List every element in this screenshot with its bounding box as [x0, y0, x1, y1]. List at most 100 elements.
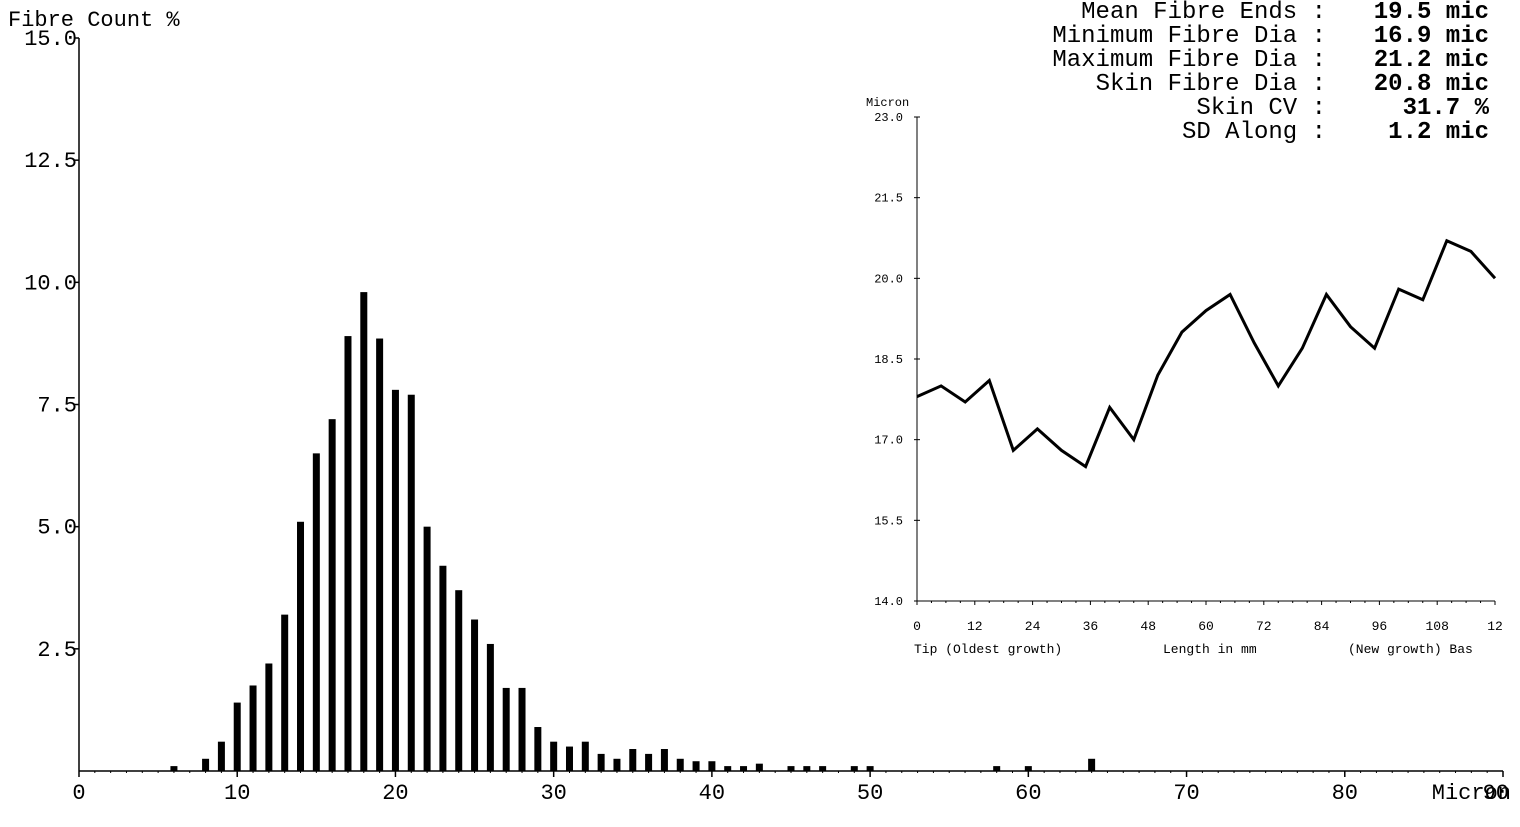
histogram-bar — [581, 741, 589, 771]
histogram-bar — [645, 753, 653, 771]
inset-y-label: Micron — [866, 96, 909, 110]
histogram-x-tick-label: 30 — [540, 781, 566, 806]
histogram-bar — [265, 663, 273, 771]
histogram-bar — [565, 746, 573, 771]
stat-label: Maximum Fibre Dia : — [1052, 47, 1326, 74]
histogram-y-tick-label: 15.0 — [24, 27, 77, 52]
stat-label: Skin Fibre Dia : — [1096, 71, 1326, 98]
histogram-y-ticks: 15.0 12.5 10.0 7.5 5.0 2.5 — [24, 27, 79, 663]
histogram-bar — [297, 521, 305, 771]
histogram-bar — [518, 687, 526, 771]
histogram-x-tick-label: 20 — [382, 781, 408, 806]
histogram-x-tick-label: 60 — [1015, 781, 1041, 806]
histogram-y-tick-label: 7.5 — [37, 394, 77, 419]
inset-x-label-left: Tip (Oldest growth) — [914, 642, 1062, 657]
inset-y-tick-label: 20.0 — [874, 272, 903, 286]
inset-y-tick-label: 21.5 — [874, 192, 903, 206]
histogram-bar — [344, 336, 352, 771]
stat-value: 20.8 mic — [1374, 71, 1489, 98]
inset-y-tick-label: 15.5 — [874, 514, 903, 528]
inset-series-line — [916, 238, 1497, 469]
histogram-x-tick-label: 70 — [1173, 781, 1199, 806]
histogram-bar — [613, 758, 621, 771]
histogram-bar — [629, 749, 637, 771]
histogram-y-tick-label: 5.0 — [37, 516, 77, 541]
inset-x-label-right: (New growth) Bas — [1348, 642, 1473, 657]
histogram-bar — [312, 453, 320, 771]
inset-x-tick-label: 36 — [1083, 619, 1099, 634]
inset-x-tick-label: 72 — [1256, 619, 1272, 634]
stat-value: 16.9 mic — [1374, 23, 1489, 50]
histogram-y-label: Fibre Count % — [8, 8, 180, 33]
histogram-bars — [170, 292, 1096, 771]
inset-y-tick-label: 14.0 — [874, 595, 903, 609]
stat-label: Minimum Fibre Dia : — [1052, 23, 1326, 50]
histogram-bar — [249, 685, 257, 771]
stat-label: Skin CV : — [1196, 95, 1326, 122]
histogram-bar — [660, 749, 668, 771]
histogram-bar — [740, 766, 748, 771]
inset-y-tick-label: 23.0 — [874, 111, 903, 125]
histogram-bar — [755, 763, 763, 771]
histogram-bar — [993, 766, 1001, 771]
inset-background — [862, 92, 1510, 662]
histogram-x-tick-label: 0 — [72, 781, 85, 806]
histogram-bar — [407, 394, 415, 771]
stat-label: Mean Fibre Ends : — [1081, 0, 1326, 26]
histogram-bar — [866, 766, 874, 771]
histogram-bar — [486, 643, 494, 771]
inset-x-tick-label: 108 — [1425, 619, 1448, 634]
inset-x-label: Length in mm — [1163, 642, 1257, 657]
inset-x-tick-label: 12 — [967, 619, 983, 634]
histogram-bar — [803, 766, 811, 771]
stat-value: 1.2 mic — [1388, 119, 1489, 146]
histogram-bar — [423, 526, 431, 771]
histogram-bar — [202, 758, 210, 771]
stat-value: 19.5 mic — [1374, 0, 1489, 26]
histogram-y-tick-label: 2.5 — [37, 638, 77, 663]
stats-panel: Mean Fibre Ends : 19.5 mic Minimum Fibre D… — [1052, 0, 1489, 146]
histogram-x-tick-label: 80 — [1332, 781, 1358, 806]
histogram-bar — [1088, 758, 1096, 771]
inset-x-tick-label: 60 — [1198, 619, 1214, 634]
histogram-bar — [217, 741, 225, 771]
histogram-bar — [787, 766, 795, 771]
histogram-bar — [471, 619, 479, 771]
histogram-bar — [724, 766, 732, 771]
stat-value: 21.2 mic — [1374, 47, 1489, 74]
histogram-bar — [328, 419, 336, 771]
histogram-bar — [1024, 766, 1032, 771]
histogram-bar — [676, 758, 684, 771]
histogram-bar — [170, 766, 178, 771]
histogram-x-ticks: 0 10 20 30 40 50 60 70 80 90 — [72, 771, 1509, 806]
inset-y-tick-label: 18.5 — [874, 353, 903, 367]
inset-x-tick-label: 96 — [1372, 619, 1388, 634]
inset-y-ticks: 23.0 21.5 20.0 18.5 17.0 15.5 14.0 — [874, 111, 920, 609]
histogram-bar — [597, 753, 605, 771]
histogram-bar — [376, 338, 384, 771]
inset-y-tick-label: 17.0 — [874, 434, 903, 448]
stat-label: SD Along : — [1182, 119, 1326, 146]
histogram-x-label: Micron — [1432, 781, 1511, 806]
inset-x-tick-label: 24 — [1025, 619, 1041, 634]
histogram-bar — [281, 614, 289, 771]
histogram-bar — [391, 389, 399, 771]
histogram-bar — [819, 766, 827, 771]
histogram-x-tick-label: 90 — [1483, 781, 1509, 806]
histogram-bar — [534, 727, 542, 771]
stat-value: 31.7 % — [1403, 95, 1490, 122]
inset-x-tick-label: 12 — [1487, 619, 1503, 634]
histogram-x-tick-label: 50 — [857, 781, 883, 806]
histogram-bar — [455, 590, 463, 771]
histogram-bar — [233, 702, 241, 771]
histogram-bar — [850, 766, 858, 771]
histogram-bar — [708, 761, 716, 771]
inset-x-tick-label: 0 — [913, 619, 921, 634]
inset-x-tick-label: 84 — [1314, 619, 1330, 634]
inset-x-tick-label: 48 — [1140, 619, 1156, 634]
histogram-bar — [550, 741, 558, 771]
histogram-bar — [439, 565, 447, 771]
inset-x-ticks: 0 12 24 36 48 60 72 84 96 108 12 — [913, 601, 1503, 634]
histogram-y-tick-label: 12.5 — [24, 149, 77, 174]
